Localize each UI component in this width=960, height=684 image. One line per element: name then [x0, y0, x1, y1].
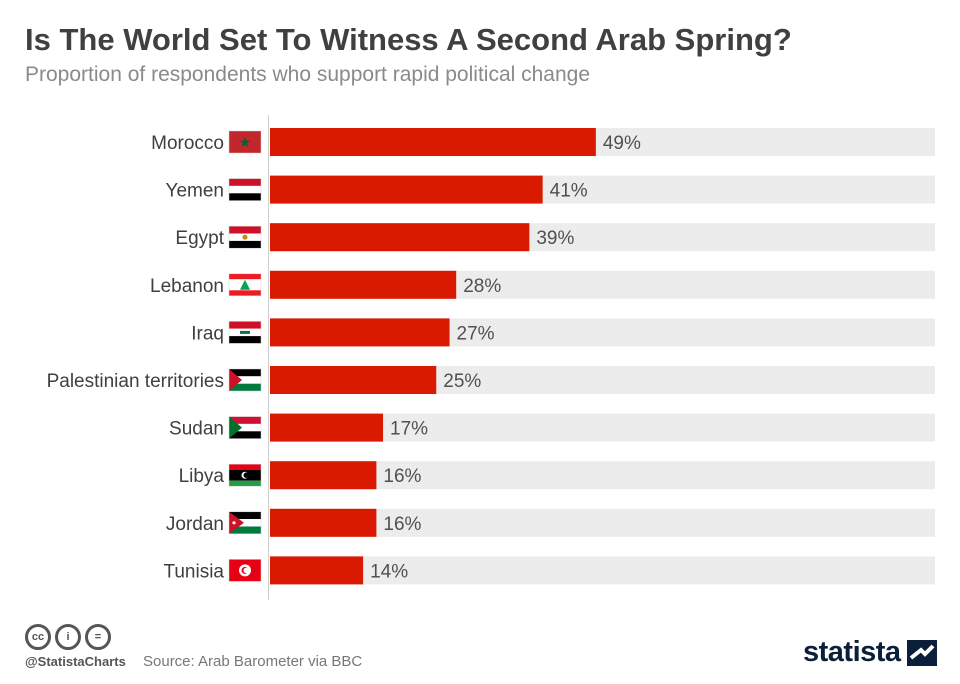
bar: [270, 223, 530, 252]
data-label: 16%: [383, 514, 421, 535]
flag-stripe: [229, 431, 261, 439]
flag-stripe: [229, 185, 261, 194]
flag-triangle: [229, 416, 242, 439]
category-label: Yemen: [166, 181, 224, 202]
flag-border: [228, 273, 262, 297]
data-label: 27%: [457, 323, 495, 344]
bar: [270, 175, 543, 204]
data-label: 25%: [443, 371, 481, 392]
flag-stripe: [229, 178, 261, 186]
chart-subtitle: Proportion of respondents who support ra…: [25, 63, 591, 86]
statista-logo-icon: [906, 639, 937, 666]
bar-chart: 49% Morocco ★ 41% Yemen 39% Egypt 28% Lebanon 27%…: [47, 115, 935, 600]
flag-jordan-star: [232, 521, 236, 525]
data-label: 28%: [463, 276, 501, 297]
bar: [270, 413, 384, 442]
bar: [270, 270, 457, 299]
flag-morocco-field: [229, 131, 261, 153]
attribution-icon: i: [55, 624, 81, 650]
flag-lebanon-cedar: [240, 279, 250, 290]
bar: [270, 508, 377, 537]
category-label: Iraq: [191, 323, 224, 344]
flag-stripe: [229, 240, 261, 249]
flag-libya-crescent-cut: [243, 472, 250, 479]
bar: [270, 318, 450, 347]
flag-border: [228, 368, 262, 392]
flag-border: [228, 130, 262, 154]
bar: [270, 366, 437, 394]
flag-stripe: [229, 511, 261, 520]
flag-stripe: [229, 464, 261, 470]
flag-tunisia-crescent-cut: [243, 567, 250, 574]
flag-stripe: [229, 416, 261, 424]
category-label: Lebanon: [150, 276, 224, 297]
cc-icon: cc: [25, 624, 51, 650]
flag-border: [228, 321, 262, 344]
flag-triangle: [229, 511, 244, 534]
no-derivatives-icon: =: [85, 624, 111, 650]
category-label: Sudan: [169, 419, 224, 440]
flag-border: [228, 463, 262, 487]
flag-stripe: [229, 383, 261, 391]
data-label: 16%: [383, 466, 421, 487]
data-label: 39%: [536, 228, 574, 249]
bar-track: [270, 508, 935, 537]
flag-stripe: [229, 480, 261, 487]
flag-stripe: [229, 336, 261, 344]
brand-name: statista: [803, 636, 901, 668]
data-label: 14%: [370, 561, 408, 582]
category-label: Tunisia: [163, 561, 224, 582]
flag-stripe: [229, 423, 261, 432]
category-label: Libya: [179, 466, 225, 487]
category-label: Palestinian territories: [47, 371, 224, 392]
twitter-handle[interactable]: @StatistaCharts: [25, 654, 126, 669]
bar: [270, 556, 364, 585]
flag-stripe: [229, 369, 261, 377]
flag-stripe: [229, 519, 261, 527]
flag-border: [228, 178, 262, 201]
bar: [270, 461, 377, 490]
flag-stripe: [229, 290, 261, 296]
data-label: 17%: [390, 419, 428, 440]
category-label: Egypt: [175, 228, 224, 249]
category-label: Morocco: [151, 133, 224, 154]
bar: [270, 128, 596, 156]
data-label: 41%: [550, 181, 588, 202]
statista-logo[interactable]: statista: [803, 636, 937, 669]
source-note: Source: Arab Barometer via BBC: [143, 653, 363, 670]
flag-morocco-star: ★: [239, 134, 252, 150]
flag-stripe: [229, 226, 261, 234]
category-label: Jordan: [166, 514, 224, 535]
flag-egypt-eagle: [242, 234, 248, 240]
flag-stripe: [229, 273, 261, 280]
bar-track: [270, 556, 935, 585]
license-icons: cc i =: [25, 624, 111, 650]
flag-stripe: [229, 321, 261, 329]
flag-border: [228, 511, 262, 535]
bar-track: [270, 461, 935, 490]
flag-stripe: [229, 526, 261, 534]
flag-iraq-script: [240, 330, 250, 334]
flag-border: [228, 559, 262, 582]
data-label: 49%: [603, 133, 641, 154]
chart-title: Is The World Set To Witness A Second Ara…: [25, 22, 792, 57]
flag-stripe: [229, 193, 261, 201]
flag-border: [228, 416, 262, 439]
flag-border: [228, 225, 262, 249]
flag-triangle: [229, 369, 242, 391]
flag-stripe: [229, 376, 261, 384]
